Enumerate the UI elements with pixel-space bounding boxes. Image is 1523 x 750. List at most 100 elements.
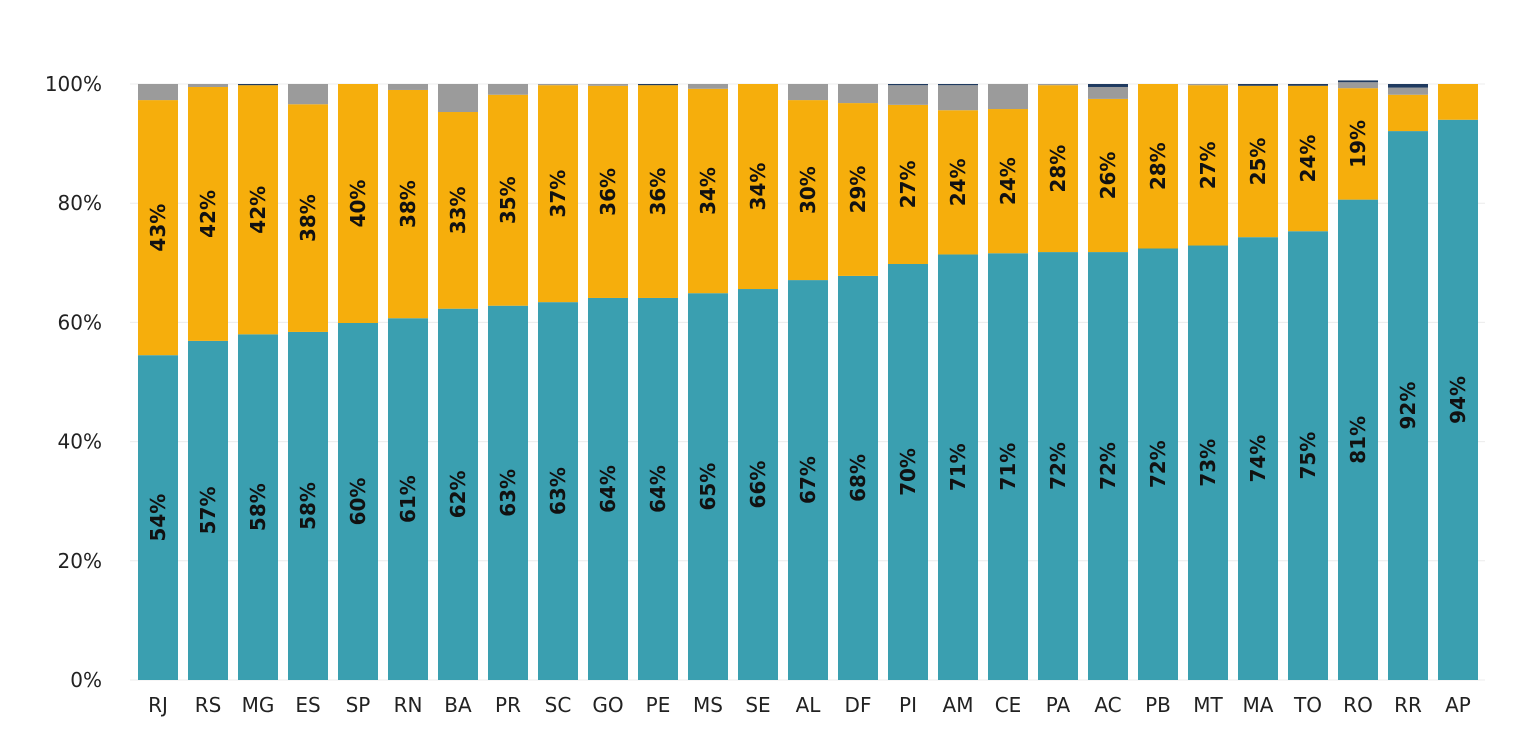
- bar-segment: [238, 84, 278, 86]
- x-tick-label: RS: [195, 693, 222, 717]
- x-tick-label: MS: [693, 693, 723, 717]
- x-tick-label: ES: [295, 693, 320, 717]
- bar-segment: [338, 322, 378, 680]
- bar-segment: [688, 84, 728, 89]
- data-label: 38%: [396, 180, 420, 228]
- x-tick-label: SP: [346, 693, 371, 717]
- bar-segment: [788, 100, 828, 281]
- data-label: 24%: [946, 158, 970, 206]
- bar-segment: [738, 289, 778, 680]
- bar-segment: [1238, 85, 1278, 238]
- bar-segment: [788, 84, 828, 101]
- bar-segment: [1138, 248, 1178, 680]
- bar-segment: [438, 84, 478, 113]
- bar-segment: [238, 334, 278, 680]
- data-label: 35%: [496, 176, 520, 224]
- data-label: 57%: [196, 487, 220, 535]
- x-tick-label: CE: [995, 693, 1022, 717]
- x-tick-label: PA: [1046, 693, 1071, 717]
- bar-segment: [1338, 88, 1378, 200]
- bar-segment: [188, 86, 228, 341]
- x-tick-label: PI: [899, 693, 917, 717]
- data-label: 67%: [796, 456, 820, 504]
- data-label: 63%: [496, 469, 520, 517]
- bar-segment: [388, 318, 428, 680]
- data-label: 94%: [1446, 376, 1470, 424]
- bar-segment: [1038, 252, 1078, 680]
- bar-segment: [538, 85, 578, 303]
- bar-segment: [488, 84, 528, 95]
- bar-segment: [1088, 84, 1128, 87]
- bar-segment: [138, 84, 178, 101]
- data-label: 81%: [1346, 416, 1370, 464]
- data-label: 60%: [346, 478, 370, 526]
- bar-segment: [1088, 86, 1128, 99]
- bar-segment: [138, 100, 178, 356]
- data-label: 63%: [546, 467, 570, 515]
- data-label: 71%: [996, 443, 1020, 491]
- bar-segment: [888, 85, 928, 105]
- x-tick-label: AC: [1094, 693, 1121, 717]
- x-tick-label: GO: [592, 693, 623, 717]
- bar-segment: [1288, 85, 1328, 232]
- bar-segment: [838, 103, 878, 276]
- bar-segment: [688, 88, 728, 294]
- data-label: 71%: [946, 443, 970, 491]
- bar-segment: [1238, 237, 1278, 680]
- x-tick-label: SC: [545, 693, 572, 717]
- bar-segment: [638, 85, 678, 298]
- y-tick-label: 40%: [58, 430, 102, 454]
- data-label: 30%: [796, 166, 820, 214]
- bar-segment: [538, 84, 578, 86]
- data-label: 65%: [696, 463, 720, 511]
- bar-segment: [338, 84, 378, 323]
- data-label: 72%: [1096, 442, 1120, 490]
- x-tick-label: AM: [943, 693, 974, 717]
- x-tick-label: SE: [745, 693, 770, 717]
- bar-segment: [238, 85, 278, 335]
- data-label: 54%: [146, 494, 170, 542]
- data-label: 24%: [996, 157, 1020, 205]
- x-tick-label: RO: [1343, 693, 1373, 717]
- bar-segment: [1338, 80, 1378, 83]
- data-label: 68%: [846, 454, 870, 502]
- x-tick-label: TO: [1293, 693, 1322, 717]
- data-label: 74%: [1246, 435, 1270, 483]
- data-label: 33%: [446, 186, 470, 234]
- x-tick-label: RN: [394, 693, 423, 717]
- bar-segment: [188, 84, 228, 87]
- data-label: 73%: [1196, 439, 1220, 487]
- bar-segment: [138, 355, 178, 680]
- bar-segment: [938, 85, 978, 111]
- bar-segment: [1438, 84, 1478, 120]
- data-label: 72%: [1046, 442, 1070, 490]
- bar-segment: [1388, 131, 1428, 681]
- data-label: 75%: [1296, 432, 1320, 480]
- y-tick-label: 0%: [70, 668, 102, 692]
- y-tick-label: 20%: [58, 549, 102, 573]
- data-label: 38%: [296, 194, 320, 242]
- data-label: 62%: [446, 470, 470, 518]
- bar-segment: [538, 302, 578, 680]
- bar-segment: [1188, 84, 1228, 86]
- bar-segment: [888, 263, 928, 680]
- bar-segment: [288, 331, 328, 680]
- data-label: 34%: [696, 167, 720, 215]
- bar-segment: [988, 109, 1028, 254]
- bar-segment: [688, 293, 728, 680]
- bar-segment: [288, 84, 328, 105]
- data-label: 24%: [1296, 135, 1320, 183]
- y-tick-label: 100%: [45, 72, 102, 96]
- data-label: 58%: [296, 482, 320, 530]
- data-label: 37%: [546, 170, 570, 218]
- x-tick-label: AP: [1445, 693, 1471, 717]
- data-label: 34%: [746, 163, 770, 211]
- x-tick-label: MG: [242, 693, 275, 717]
- bar-segment: [988, 253, 1028, 680]
- bar-segment: [288, 104, 328, 332]
- bar-segment: [488, 94, 528, 306]
- bar-segment: [838, 275, 878, 680]
- bar-segment: [938, 110, 978, 255]
- bar-segment: [1088, 252, 1128, 680]
- data-label: 42%: [196, 190, 220, 238]
